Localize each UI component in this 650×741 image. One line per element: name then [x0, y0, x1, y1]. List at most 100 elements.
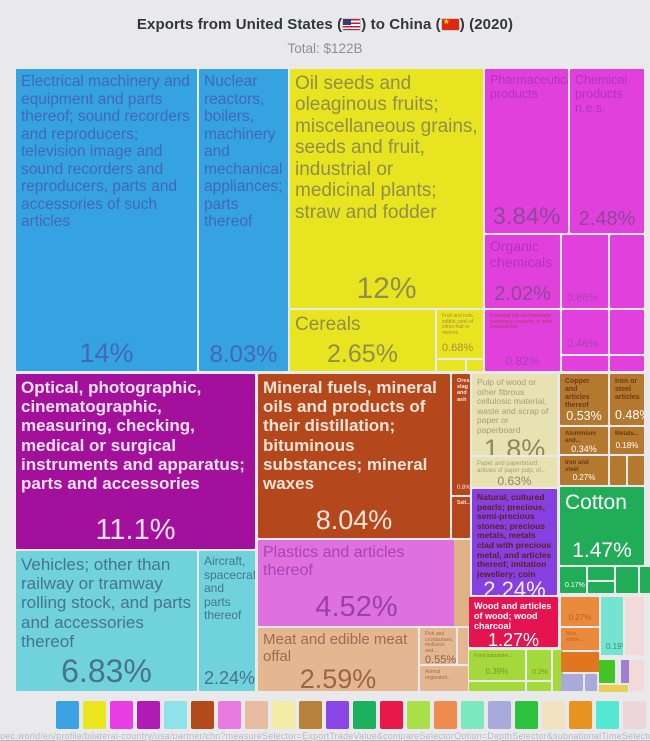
cell-salt[interactable]: Salt...: [452, 497, 470, 538]
legend-swatch-13[interactable]: [380, 701, 403, 729]
cell-dairy[interactable]: [458, 628, 468, 664]
footer-url[interactable]: oec.world/en/profile/bilateral-country/u…: [0, 731, 650, 741]
cell-vehicles[interactable]: Vehicles; other than railway or tramway …: [16, 551, 197, 691]
cell-plastics[interactable]: Plastics and articles thereof 4.52%: [258, 540, 455, 626]
cell-percentage: 0.66%: [567, 292, 599, 304]
cell-chem-066[interactable]: 0.66%: [562, 235, 608, 308]
cell-chemical-nes[interactable]: Chemical products n.e.s. 2.48%: [570, 69, 644, 233]
legend-swatch-1[interactable]: [56, 701, 79, 729]
cell-nuclear[interactable]: Nuclear reactors, boilers, machinery and…: [199, 69, 288, 371]
cell-meat[interactable]: Meat and edible meat offal 2.59%: [258, 628, 418, 691]
legend-swatch-22[interactable]: [623, 701, 646, 729]
cell-yg-small-1[interactable]: [469, 682, 525, 691]
cell-green-017[interactable]: 0.17%: [560, 567, 586, 593]
legend-swatch-8[interactable]: [245, 701, 268, 729]
legend-swatch-6[interactable]: [191, 701, 214, 729]
cell-percentage: 12%: [356, 272, 417, 305]
cell-chem-small-b1[interactable]: [562, 356, 608, 371]
cell-fruit-nuts[interactable]: Fruit and nuts, edible; peel of citrus f…: [437, 310, 483, 358]
cell-tan-strip[interactable]: [454, 540, 470, 626]
cell-orange-2[interactable]: Misc. edible...: [561, 628, 599, 650]
cell-paper-paperboard[interactable]: Paper and paperboard; articles of paper …: [472, 457, 557, 487]
cell-pulp-of-wood[interactable]: Pulp of wood or other fibrous cellulosic…: [472, 374, 557, 455]
cell-optical[interactable]: Optical, photographic, cinematographic, …: [16, 374, 255, 549]
cell-yellow-tiny-1[interactable]: [437, 360, 465, 371]
cell-brown-small-2[interactable]: [628, 456, 644, 485]
cell-percentage: 8.03%: [209, 341, 278, 368]
legend-swatch-3[interactable]: [110, 701, 133, 729]
cell-chem-046[interactable]: 0.46%: [562, 310, 608, 354]
cell-pearls-precious[interactable]: Natural, cultured pearls; precious, semi…: [472, 489, 557, 595]
cell-lavender-1[interactable]: [561, 674, 583, 691]
legend-swatch-9[interactable]: [272, 701, 295, 729]
cell-pale-pink-1[interactable]: [625, 597, 644, 655]
cell-label: Pharmaceutical products: [490, 73, 568, 102]
title-part-2: ) to China (: [361, 16, 441, 33]
cell-iron-steel-articles[interactable]: Iron or steel articles 0.48%: [610, 374, 644, 425]
cell-yellow-strip[interactable]: [599, 685, 628, 692]
cell-green-small-2[interactable]: [588, 567, 614, 580]
legend-swatch-5[interactable]: [164, 701, 187, 729]
cell-yg-02[interactable]: 0.2%: [527, 650, 551, 680]
cell-copper[interactable]: Copper and articles thereof 0.53%: [560, 374, 608, 425]
cell-brown-small-1[interactable]: [610, 456, 626, 485]
cell-wood[interactable]: Wood and articles of wood; wood charcoal…: [469, 597, 558, 647]
cell-oil-seeds[interactable]: Oil seeds and oleaginous fruits; miscell…: [290, 69, 483, 308]
cell-yellow-tiny-2[interactable]: [467, 360, 483, 371]
cell-percentage: 0.39%: [485, 667, 509, 676]
cell-food-industries[interactable]: Food industries... 0.39%: [469, 650, 525, 680]
cell-pale-pink-2[interactable]: [629, 660, 644, 691]
cell-orange-3[interactable]: [561, 652, 599, 672]
cell-label: Pulp of wood or other fibrous cellulosic…: [477, 377, 549, 435]
cell-mineral-fuels[interactable]: Mineral fuels, mineral oils and products…: [258, 374, 450, 538]
cell-aluminium[interactable]: Aluminium and... 0.34%: [560, 427, 608, 454]
legend-swatch-17[interactable]: [488, 701, 511, 729]
cell-chem-small-b2[interactable]: [610, 356, 644, 371]
legend-swatch-16[interactable]: [461, 701, 484, 729]
cell-cotton[interactable]: Cotton 1.47%: [560, 487, 644, 565]
legend-swatch-2[interactable]: [83, 701, 106, 729]
cell-green-small-4[interactable]: [616, 567, 638, 593]
cell-percentage: 0.53%: [566, 408, 602, 423]
cell-electrical[interactable]: Electrical machinery and equipment and p…: [16, 69, 197, 371]
cell-chem-small-r1[interactable]: [610, 235, 644, 308]
cell-percentage: 0.2%: [532, 669, 548, 676]
cell-lavender-2[interactable]: [585, 674, 597, 691]
cell-yg-sliver[interactable]: [553, 650, 563, 691]
legend-swatch-4[interactable]: [137, 701, 160, 729]
cell-metals-nes[interactable]: Metals... 0.18%: [610, 427, 644, 454]
cell-animal-originated[interactable]: Animal originated...: [420, 666, 468, 691]
cell-purple-sliver[interactable]: [621, 660, 631, 683]
cell-percentage: 1.47%: [572, 539, 632, 562]
cell-label: Aluminium and...: [565, 431, 596, 444]
cell-aircraft[interactable]: Aircraft, spacecraft and parts thereof 2.…: [199, 551, 255, 691]
cell-iron-and-steel[interactable]: Iron and steel 0.27%: [560, 456, 608, 485]
cell-pharmaceutical[interactable]: Pharmaceutical products 3.84%: [485, 69, 568, 233]
cell-orange-1[interactable]: 0.27%: [561, 597, 599, 626]
cell-green-small-3[interactable]: [588, 582, 614, 593]
cell-percentage: 6.83%: [61, 653, 152, 689]
legend-swatch-12[interactable]: [353, 701, 376, 729]
cell-organic-chemicals[interactable]: Organic chemicals 2.02%: [485, 235, 560, 308]
cell-chem-small-r2[interactable]: [610, 310, 644, 354]
legend-swatch-21[interactable]: [596, 701, 619, 729]
legend-swatch-10[interactable]: [299, 701, 322, 729]
cell-bright-green[interactable]: [599, 660, 615, 683]
legend-swatch-14[interactable]: [407, 701, 430, 729]
cell-cyan-019[interactable]: 0.19%: [601, 597, 623, 655]
cell-chem-082[interactable]: Essential oils and resinoids; perfumery,…: [485, 310, 560, 371]
legend-swatch-11[interactable]: [326, 701, 349, 729]
legend-swatch-19[interactable]: [542, 701, 565, 729]
legend-swatch-7[interactable]: [218, 701, 241, 729]
cell-ores-slag-ash[interactable]: Ores, slag and ash 0.8%: [452, 374, 470, 495]
cell-label: Wood and articles of wood; wood charcoal: [474, 601, 552, 632]
cell-yg-small-2[interactable]: [527, 682, 551, 691]
legend-swatch-20[interactable]: [569, 701, 592, 729]
cell-cereals[interactable]: Cereals 2.65%: [290, 310, 435, 371]
legend-swatch-15[interactable]: [434, 701, 457, 729]
cell-label: Nuclear reactors, boilers, machinery and…: [204, 73, 283, 230]
cell-fish-crustaceans[interactable]: Fish and crustaceans, molluscs and... 0.5…: [420, 628, 456, 664]
cell-percentage: 0.27%: [568, 613, 592, 622]
legend-swatch-18[interactable]: [515, 701, 538, 729]
cell-green-small-5[interactable]: [640, 567, 650, 593]
